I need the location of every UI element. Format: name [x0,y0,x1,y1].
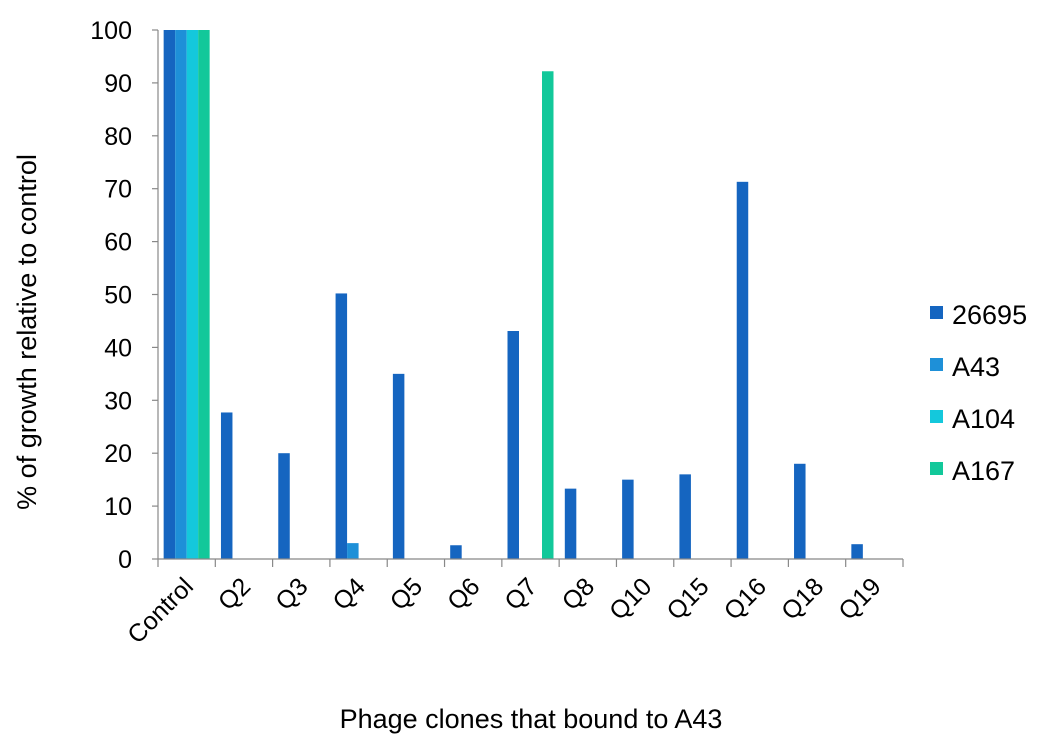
x-tick-label: Q10 [604,572,657,625]
y-tick-label: 50 [104,282,132,310]
y-tick-label: 20 [104,440,132,468]
x-tick-label: Q2 [213,572,256,615]
legend-swatch [930,462,943,475]
bar-A104-Control [186,30,199,559]
bar-26695-Q2 [220,412,233,559]
x-tick-label: Q19 [833,572,886,625]
bar-26695-Q3 [278,453,290,559]
legend-label: A104 [952,404,1015,434]
legend-label: A43 [952,352,1000,382]
x-tick-label: Q4 [327,572,370,615]
bar-A167-Q7 [542,71,554,559]
y-tick-label: 0 [118,546,132,574]
y-tick-label: 80 [104,123,132,151]
bar-26695-Q15 [679,474,691,559]
y-tick-label: 40 [104,334,132,362]
bar-26695-Control [163,30,176,559]
y-tick-label: 60 [104,229,132,257]
y-tick-label: 30 [104,387,132,415]
legend-swatch [930,306,943,319]
legend-label: A167 [952,456,1015,486]
bar-26695-Q4 [335,293,348,559]
y-axis-title: % of growth relative to control [12,154,42,510]
bar-A43-Q4 [347,543,359,559]
bar-26695-Q16 [736,181,749,559]
y-tick-label: 90 [104,70,132,98]
x-tick-label: Q6 [442,572,485,615]
y-tick-label: 70 [104,176,132,204]
bar-26695-Q10 [622,479,634,559]
x-tick-label: Control [122,572,199,649]
legend-swatch [930,410,943,423]
y-tick-labels: 0 10 20 30 40 50 60 70 80 90 100 [90,17,132,574]
x-tick-label: Q3 [270,572,313,615]
y-tick-label: 10 [104,493,132,521]
bar-26695-Q18 [794,463,806,559]
bar-26695-Q8 [564,488,577,559]
legend-swatch [930,358,943,371]
legend: 26695 A43 A104 A167 [930,300,1027,486]
axes-group [152,29,904,567]
bar-A43-Control [175,30,187,559]
x-tick-label: Q7 [499,572,542,615]
x-tick-label: Q8 [557,572,600,615]
x-tick-label: Q5 [385,572,428,615]
x-axis-title: Phage clones that bound to A43 [340,704,723,734]
legend-label: 26695 [952,300,1027,330]
bar-26695-Q7 [507,331,519,559]
bar-26695-Q19 [851,544,863,559]
bar-26695-Q6 [450,545,462,559]
x-tick-label: Q18 [776,572,829,625]
bar-26695-Q5 [392,373,405,559]
x-tick-labels: Control Q2 Q3 Q4 Q5 Q6 Q7 Q8 Q10 Q15 Q16 Q18 Q19 [122,572,886,649]
bars-group [163,30,863,559]
x-tick-label: Q15 [661,572,714,625]
bar-A167-Control [198,30,210,559]
y-tick-label: 100 [90,17,132,45]
x-tick-label: Q16 [719,572,772,625]
